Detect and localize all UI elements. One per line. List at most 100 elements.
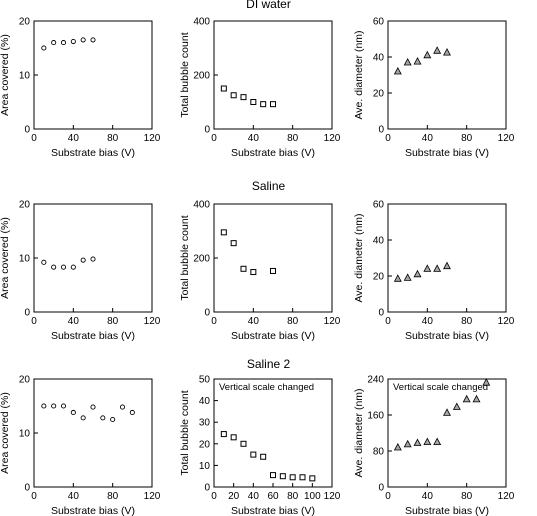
- y-tick-label: 60: [373, 200, 385, 211]
- data-point: [220, 229, 227, 236]
- plot-frame: [387, 20, 507, 130]
- data-point: [413, 57, 422, 65]
- data-point: [433, 264, 442, 272]
- y-tick-label: 160: [367, 411, 384, 422]
- y-axis-label: Ave. diameter (nm): [353, 30, 365, 119]
- data-point: [289, 474, 296, 481]
- data-point: [403, 439, 412, 448]
- data-point: [403, 273, 412, 281]
- y-tick-label: 0: [24, 308, 30, 319]
- x-tick-label: 80: [107, 316, 119, 327]
- x-tick-label: 120: [324, 316, 341, 327]
- data-point: [240, 440, 247, 447]
- data-point: [80, 257, 86, 263]
- data-point: [240, 94, 247, 101]
- x-tick-label: 120: [324, 491, 341, 502]
- data-point: [80, 37, 86, 43]
- data-point: [119, 404, 126, 410]
- x-tick-label: 0: [385, 133, 391, 144]
- row-title-saline: Saline: [251, 179, 286, 193]
- x-tick-label: 40: [68, 491, 80, 502]
- data-point: [100, 415, 106, 421]
- data-point: [260, 453, 267, 460]
- y-tick-label: 50: [199, 375, 211, 386]
- x-axis-label: Substrate bias (V): [51, 505, 135, 516]
- y-tick-label: 20: [199, 439, 211, 450]
- data-point: [60, 264, 67, 270]
- data-point: [80, 415, 86, 421]
- x-tick-label: 40: [248, 491, 260, 502]
- row-title-saline-2: Saline 2: [246, 357, 291, 371]
- x-tick-label: 0: [31, 316, 37, 327]
- y-tick-label: 0: [24, 483, 30, 494]
- y-axis-label: Total bubble count: [179, 215, 191, 300]
- data-point: [70, 38, 76, 45]
- x-tick-label: 40: [422, 316, 434, 327]
- x-tick-label: 0: [31, 491, 37, 502]
- y-tick-label: 0: [378, 483, 384, 494]
- y-tick-label: 240: [367, 375, 384, 386]
- data-point: [250, 451, 257, 458]
- data-point: [413, 438, 422, 446]
- x-tick-label: 80: [461, 316, 473, 327]
- data-point: [299, 474, 306, 481]
- y-tick-label: 20: [19, 17, 31, 28]
- panel-2-2: 0 40 80 120 0 80 160 240 Substrate bias (V) Ave. …: [353, 375, 515, 516]
- y-tick-label: 0: [204, 308, 210, 319]
- panel-1-2: 0 40 80 120 0 20 40 60 Substrate bias (V) Ave. di…: [353, 200, 515, 343]
- y-tick-label: 80: [373, 447, 385, 458]
- data-point: [413, 269, 422, 278]
- data-point: [250, 269, 257, 276]
- x-tick-label: 40: [68, 316, 80, 327]
- data-point: [433, 46, 442, 54]
- x-tick-label: 40: [422, 491, 434, 502]
- data-point: [41, 45, 47, 51]
- data-point: [250, 99, 257, 105]
- x-tick-label: 120: [144, 133, 161, 144]
- data-point: [260, 101, 267, 108]
- y-tick-label: 20: [19, 375, 31, 386]
- data-point: [51, 40, 57, 46]
- data-point: [309, 475, 316, 482]
- data-point: [230, 434, 237, 441]
- y-tick-label: 20: [19, 200, 31, 211]
- y-axis-label: Total bubble count: [179, 32, 191, 117]
- x-tick-label: 120: [498, 316, 515, 327]
- x-tick-label: 0: [211, 133, 217, 144]
- y-tick-label: 0: [204, 483, 210, 494]
- x-tick-label: 80: [107, 491, 119, 502]
- y-tick-label: 10: [19, 429, 31, 440]
- data-point: [41, 259, 47, 265]
- plot-frame: [387, 378, 507, 488]
- x-tick-label: 80: [287, 316, 299, 327]
- y-tick-label: 40: [373, 53, 385, 64]
- y-tick-label: 200: [193, 254, 210, 265]
- y-tick-label: 20: [373, 89, 385, 100]
- y-tick-label: 10: [199, 461, 211, 472]
- data-point: [443, 408, 451, 416]
- data-point: [270, 101, 276, 108]
- data-point: [110, 416, 116, 423]
- data-point: [60, 40, 67, 46]
- x-tick-label: 80: [287, 133, 299, 144]
- x-axis-label: Substrate bias (V): [51, 147, 135, 159]
- y-tick-label: 40: [199, 396, 211, 407]
- data-point: [270, 267, 276, 274]
- y-tick-label: 20: [373, 272, 385, 283]
- data-point: [443, 261, 451, 270]
- x-axis-label: Substrate bias (V): [405, 330, 489, 342]
- data-point: [70, 409, 76, 416]
- x-axis-label: Substrate bias (V): [231, 505, 315, 516]
- y-tick-label: 0: [378, 308, 384, 319]
- plot-frame: [33, 20, 153, 130]
- x-tick-label: 100: [304, 491, 321, 502]
- x-tick-label: 120: [324, 133, 341, 144]
- data-point: [279, 473, 286, 480]
- x-tick-label: 80: [287, 491, 299, 502]
- panel-2-1: 0 20 40 60 80 100 120 0 10 20 30 40 50 Substrate bias…: [179, 375, 341, 516]
- plot-frame: [213, 378, 333, 488]
- x-tick-label: 40: [422, 133, 434, 144]
- data-point: [443, 48, 451, 56]
- plot-frame: [33, 378, 153, 488]
